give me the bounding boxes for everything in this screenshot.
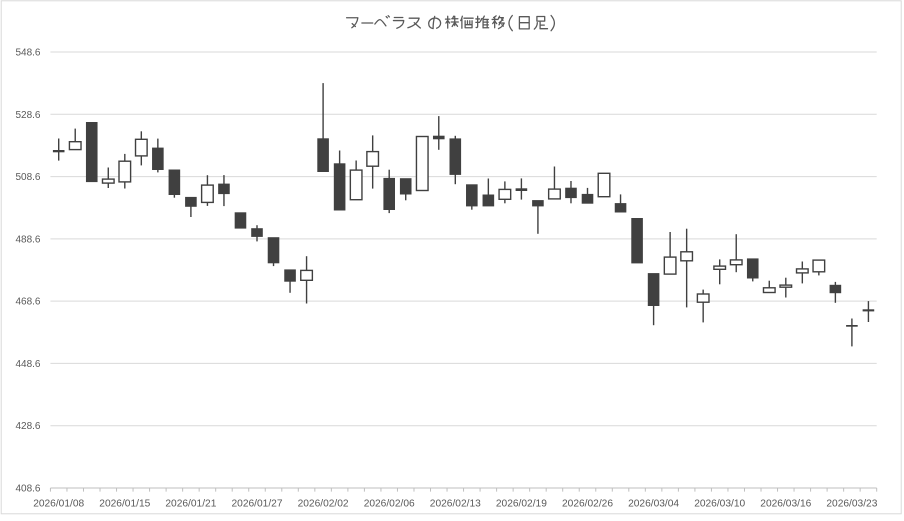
svg-text:2026/03/23: 2026/03/23 (826, 498, 877, 509)
svg-text:408.6: 408.6 (15, 484, 40, 495)
svg-text:2026/02/06: 2026/02/06 (364, 498, 415, 509)
svg-text:2026/02/26: 2026/02/26 (562, 498, 613, 509)
svg-text:2026/01/15: 2026/01/15 (99, 498, 150, 509)
svg-text:2026/01/27: 2026/01/27 (232, 498, 283, 509)
svg-text:2026/01/21: 2026/01/21 (165, 498, 216, 509)
svg-text:508.6: 508.6 (15, 172, 40, 183)
svg-text:528.6: 528.6 (15, 110, 40, 121)
svg-text:2026/03/16: 2026/03/16 (760, 498, 811, 509)
svg-text:488.6: 488.6 (15, 234, 40, 245)
svg-text:428.6: 428.6 (15, 421, 40, 432)
svg-text:448.6: 448.6 (15, 359, 40, 370)
svg-text:548.6: 548.6 (15, 48, 40, 59)
svg-text:2026/02/19: 2026/02/19 (496, 498, 547, 509)
svg-text:2026/02/02: 2026/02/02 (298, 498, 349, 509)
svg-text:2026/02/13: 2026/02/13 (430, 498, 481, 509)
svg-text:468.6: 468.6 (15, 297, 40, 308)
svg-text:2026/03/10: 2026/03/10 (694, 498, 745, 509)
svg-text:2026/01/08: 2026/01/08 (33, 498, 84, 509)
svg-text:2026/03/04: 2026/03/04 (628, 498, 679, 509)
